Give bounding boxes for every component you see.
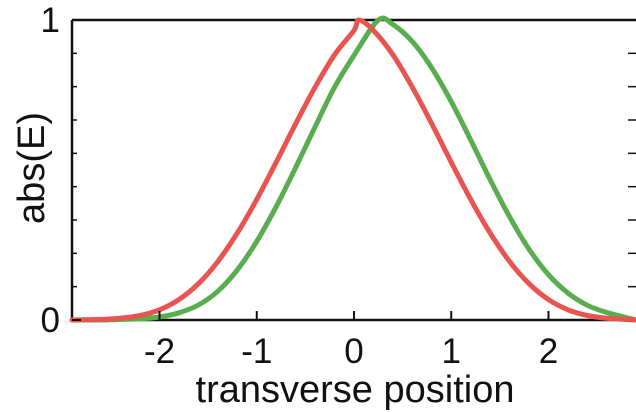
x-tick-label: -2	[144, 332, 175, 371]
x-tick-label: 0	[344, 332, 363, 371]
x-axis-label: transverse position	[196, 369, 515, 411]
series-line-red	[69, 17, 636, 323]
x-tick-label: 1	[442, 332, 461, 371]
y-axis-label: abs(E)	[11, 112, 53, 224]
y-tick-label: 0	[41, 301, 60, 340]
x-tick-label: 2	[539, 332, 558, 371]
y-tick-label: 1	[41, 1, 60, 40]
series-layer	[69, 15, 636, 323]
tick-layer: -2 -1 0 1 2 0 1	[41, 1, 636, 371]
series-line-green	[69, 15, 636, 323]
x-tick-label: -1	[241, 332, 272, 371]
